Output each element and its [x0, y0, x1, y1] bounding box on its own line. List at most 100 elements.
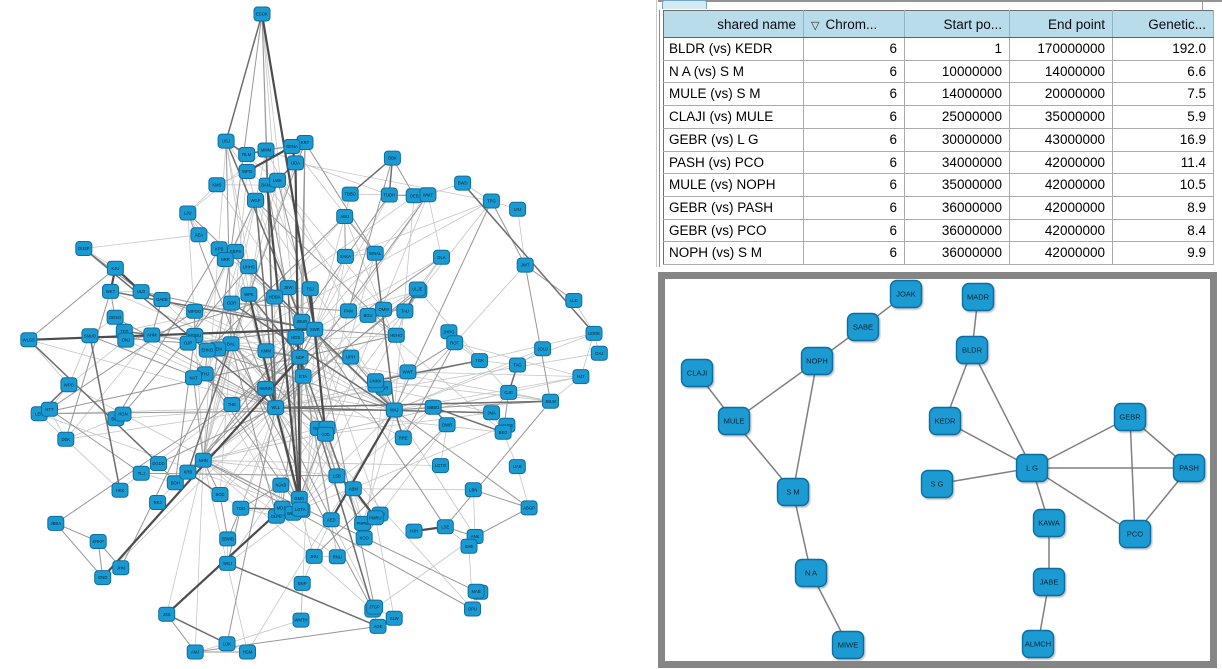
network-node[interactable]: SAKA: [336, 248, 354, 264]
network-node[interactable]: LBN: [464, 482, 482, 498]
network-edge[interactable]: [1031, 416, 1131, 469]
network-node[interactable]: MAB: [467, 583, 485, 599]
table-cell[interactable]: 8.9: [1112, 196, 1214, 220]
network-edge[interactable]: [792, 360, 818, 493]
network-node[interactable]: BNP: [293, 575, 311, 591]
table-cell[interactable]: 10.5: [1112, 173, 1214, 197]
network-node[interactable]: TAU: [396, 303, 414, 319]
network-node[interactable]: WPO: [238, 164, 256, 179]
network-node[interactable]: ODSO: [106, 309, 124, 325]
network-node[interactable]: HMNN: [257, 380, 275, 396]
network-node[interactable]: WPO: [60, 377, 78, 393]
network-node[interactable]: AMJ: [186, 644, 204, 660]
network-node[interactable]: PAM: [340, 303, 357, 319]
network-node[interactable]: HOBA: [266, 289, 284, 305]
network-node[interactable]: NDP: [291, 349, 309, 365]
network-node[interactable]: MAJ: [385, 402, 403, 418]
network-node[interactable]: JTGP: [366, 599, 384, 615]
network-node[interactable]: LJU: [179, 205, 197, 221]
network-node[interactable]: JHU: [305, 548, 323, 564]
network-node[interactable]: WKT: [102, 283, 119, 299]
network-node[interactable]: HGM: [239, 644, 256, 660]
network-edge[interactable]: [1129, 416, 1136, 535]
network-node[interactable]: JOAK: [889, 279, 923, 309]
network-node[interactable]: NJAB: [272, 477, 290, 493]
table-row[interactable]: CLAJI (vs) MULE 6 25000000 35000000 5.9: [663, 105, 1214, 129]
network-node[interactable]: SWR: [306, 321, 324, 337]
table-cell[interactable]: 192.0: [1112, 37, 1214, 61]
network-node[interactable]: OJD: [317, 426, 334, 442]
table-cell[interactable]: 42000000: [1009, 219, 1113, 243]
network-node[interactable]: MMM: [257, 142, 275, 158]
network-node[interactable]: OAEB: [153, 292, 171, 307]
table-cell[interactable]: GEBR (vs) L G: [663, 128, 804, 152]
network-node[interactable]: HTT: [41, 401, 58, 417]
network-node[interactable]: AED: [322, 512, 340, 528]
table-cell[interactable]: 10000000: [904, 60, 1010, 84]
network-node[interactable]: WMTH: [292, 612, 310, 628]
table-cell[interactable]: 14000000: [1009, 60, 1113, 84]
network-node[interactable]: RNU: [328, 549, 346, 565]
network-node[interactable]: SABE: [846, 312, 880, 342]
network-node[interactable]: WWT: [399, 364, 417, 380]
network-node[interactable]: OMM: [375, 301, 393, 317]
network-node[interactable]: S M: [776, 477, 810, 507]
network-node[interactable]: HDS: [287, 329, 305, 345]
network-node[interactable]: JABE: [1032, 567, 1066, 597]
table-row[interactable]: GEBR (vs) L G 6 30000000 43000000 16.9: [663, 128, 1214, 152]
table-cell[interactable]: 6: [803, 173, 905, 197]
network-node[interactable]: JHN: [112, 560, 130, 576]
network-node[interactable]: HJT: [572, 369, 590, 385]
network-node[interactable]: BEG: [494, 424, 512, 440]
network-node[interactable]: ULD: [132, 284, 150, 300]
network-node[interactable]: RKJ: [149, 495, 167, 510]
network-node[interactable]: UODE: [585, 325, 603, 341]
table-cell[interactable]: GEBR (vs) PASH: [663, 196, 804, 220]
network-node[interactable]: AWJ: [336, 209, 354, 224]
table-cell[interactable]: 6: [803, 60, 905, 84]
network-node[interactable]: LGTA: [291, 501, 309, 517]
network-node[interactable]: WGJ: [219, 555, 237, 571]
network-node[interactable]: PMRU: [366, 510, 384, 526]
network-node[interactable]: GDR: [223, 295, 241, 311]
table-cell[interactable]: 14000000: [904, 82, 1010, 107]
network-node[interactable]: HJH: [405, 523, 423, 539]
table-row[interactable]: BLDR (vs) KEDR 6 1 170000000 192.0: [663, 37, 1214, 61]
network-node[interactable]: AGE: [369, 618, 387, 634]
network-node[interactable]: UHHS: [240, 259, 258, 275]
table-cell[interactable]: CLAJI (vs) MULE: [663, 105, 804, 129]
table-cell[interactable]: 6: [803, 151, 905, 175]
table-cell[interactable]: 6: [803, 82, 905, 107]
network-node[interactable]: WLL: [267, 400, 285, 416]
network-node[interactable]: DUSP: [75, 241, 93, 256]
network-node[interactable]: WGP: [247, 192, 264, 208]
table-cell[interactable]: 6: [803, 128, 905, 152]
table-cell[interactable]: 42000000: [1009, 196, 1113, 220]
overview-network-canvas[interactable]: ESOKMMMSNUORREANKNHNDGDDMMNHMNNKRTJOUJBA…: [0, 0, 655, 669]
network-node[interactable]: UPH: [342, 349, 360, 365]
network-node[interactable]: UDA: [287, 155, 304, 171]
network-node[interactable]: MIWE: [831, 630, 865, 660]
table-cell[interactable]: PASH (vs) PCO: [663, 151, 804, 175]
network-node[interactable]: UAB: [508, 459, 526, 475]
network-node[interactable]: KRB: [179, 464, 197, 480]
network-node[interactable]: JOUJ: [534, 341, 552, 357]
network-node[interactable]: HKK: [111, 482, 129, 498]
table-cell[interactable]: 43000000: [1009, 128, 1113, 152]
network-node[interactable]: DBK: [383, 150, 401, 166]
column-header-endpoint[interactable]: End point: [1009, 10, 1113, 38]
network-node[interactable]: WPDO: [186, 303, 204, 319]
network-node[interactable]: KMS: [208, 177, 226, 193]
table-cell[interactable]: 6: [803, 219, 905, 243]
network-node[interactable]: GND: [94, 570, 112, 586]
network-node[interactable]: ABM: [344, 481, 362, 497]
table-panel-tab[interactable]: [662, 0, 707, 9]
network-node[interactable]: SBWB: [219, 531, 237, 547]
network-node[interactable]: JSS: [158, 606, 176, 622]
network-node[interactable]: SHE: [460, 538, 478, 554]
table-cell[interactable]: 42000000: [1009, 173, 1113, 197]
network-node[interactable]: S G: [920, 469, 954, 499]
network-node[interactable]: WPK: [240, 286, 258, 302]
network-node[interactable]: LSE: [436, 519, 454, 535]
